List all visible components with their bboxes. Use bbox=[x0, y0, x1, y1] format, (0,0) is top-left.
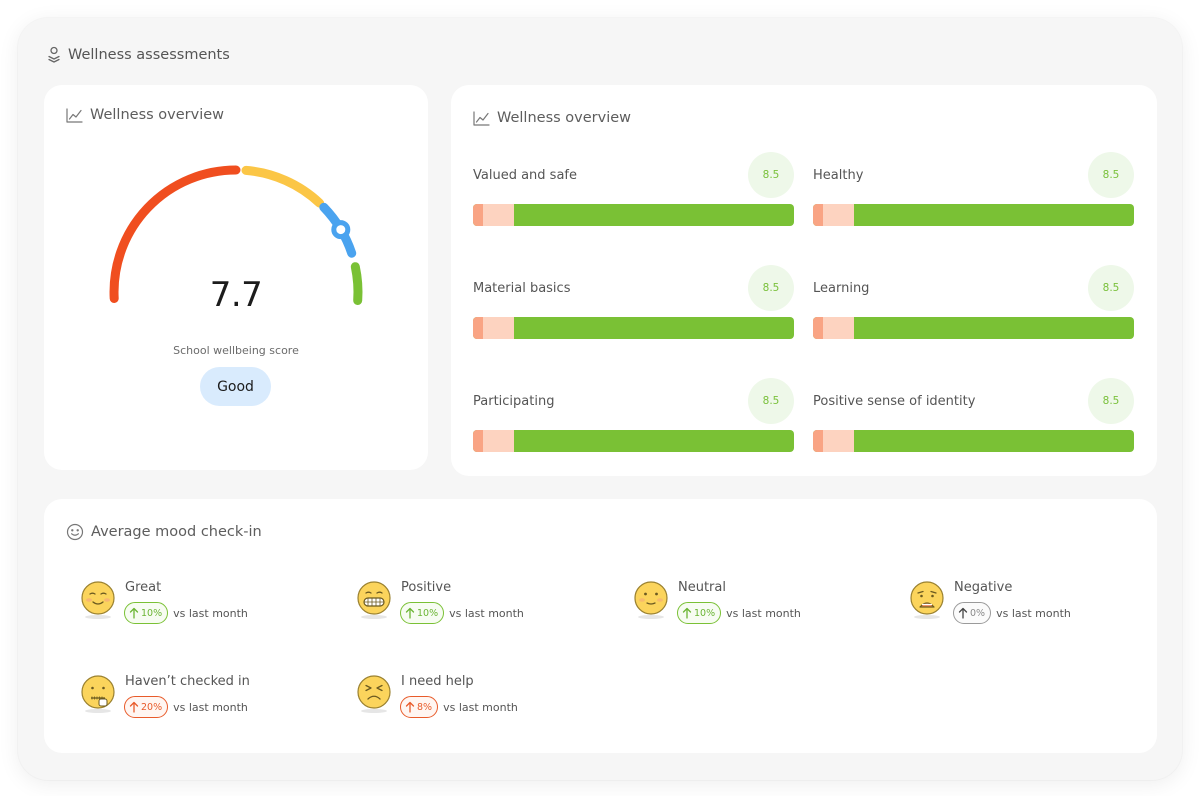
arrow-up-icon bbox=[958, 607, 968, 619]
mood-great: Great 10% vs last month bbox=[80, 580, 320, 630]
compare-text: vs last month bbox=[996, 606, 1071, 620]
metric-score-badge: 8.5 bbox=[1088, 378, 1134, 424]
smiling-face-icon bbox=[81, 581, 115, 619]
mood-name: Haven’t checked in bbox=[125, 674, 250, 689]
metric-label: Material basics bbox=[473, 281, 571, 296]
section-header: Wellness assessments bbox=[46, 46, 230, 64]
metric-score-badge: 8.5 bbox=[1088, 265, 1134, 311]
dashboard-frame: Wellness assessments Wellness overview 7… bbox=[18, 18, 1182, 780]
metric-progress-bar bbox=[473, 430, 794, 452]
compare-text: vs last month bbox=[726, 606, 801, 620]
arrow-up-icon bbox=[405, 701, 415, 713]
change-value: 10% bbox=[141, 607, 163, 619]
mood-change: 10% vs last month bbox=[124, 602, 248, 624]
mood-havent-checked-in: Haven’t checked in 20% vs last month bbox=[80, 674, 320, 724]
mood-name: I need help bbox=[401, 674, 474, 689]
metric-healthy: Healthy 8.5 bbox=[813, 152, 1134, 230]
card-title: Wellness overview bbox=[90, 107, 225, 123]
metric-score-badge: 8.5 bbox=[748, 378, 794, 424]
metric-score-badge: 8.5 bbox=[1088, 152, 1134, 198]
wellness-gauge-card: Wellness overview 7.7 School wellbeing s… bbox=[44, 85, 428, 470]
change-chip: 10% bbox=[677, 602, 722, 624]
mood-name: Negative bbox=[954, 580, 1013, 595]
metric-participating: Participating 8.5 bbox=[473, 378, 794, 456]
mood-change: 10% vs last month bbox=[677, 602, 801, 624]
metric-label: Positive sense of identity bbox=[813, 394, 976, 409]
metric-score-badge: 8.5 bbox=[748, 265, 794, 311]
card-title: Average mood check-in bbox=[91, 524, 262, 540]
gauge-arc-segment-red bbox=[109, 165, 241, 303]
wellness-gauge bbox=[109, 165, 363, 305]
sad-face-icon bbox=[910, 581, 944, 619]
compare-text: vs last month bbox=[443, 700, 518, 714]
arrow-up-icon bbox=[129, 701, 139, 713]
metric-label: Participating bbox=[473, 394, 555, 409]
arrow-up-icon bbox=[129, 607, 139, 619]
line-chart-icon bbox=[66, 107, 83, 123]
card-title: Wellness overview bbox=[497, 110, 632, 126]
wellness-icon bbox=[46, 46, 62, 64]
mood-checkin-card: Average mood check-in Great 10% vs last … bbox=[44, 499, 1157, 753]
mood-change: 0% vs last month bbox=[953, 602, 1071, 624]
gauge-marker bbox=[331, 220, 351, 240]
section-title: Wellness assessments bbox=[68, 47, 230, 63]
neutral-face-icon bbox=[634, 581, 668, 619]
mood-change: 10% vs last month bbox=[400, 602, 524, 624]
change-chip: 10% bbox=[400, 602, 445, 624]
change-chip: 10% bbox=[124, 602, 169, 624]
rating-badge: Good bbox=[200, 367, 271, 406]
gauge-arc-segment-green bbox=[350, 262, 363, 305]
gauge-arc-segment-yellow bbox=[241, 165, 325, 208]
mood-neutral: Neutral 10% vs last month bbox=[633, 580, 873, 630]
change-value: 8% bbox=[417, 701, 433, 713]
mood-change: 20% vs last month bbox=[124, 696, 248, 718]
metric-progress-bar bbox=[473, 204, 794, 226]
metric-progress-bar bbox=[473, 317, 794, 339]
metric-material-basics: Material basics 8.5 bbox=[473, 265, 794, 343]
change-value: 0% bbox=[970, 607, 986, 619]
mood-negative: Negative 0% vs last month bbox=[909, 580, 1149, 630]
metric-label: Healthy bbox=[813, 168, 864, 183]
change-chip: 0% bbox=[953, 602, 992, 624]
change-chip: 8% bbox=[400, 696, 439, 718]
arrow-up-icon bbox=[405, 607, 415, 619]
distressed-face-icon bbox=[357, 675, 391, 713]
compare-text: vs last month bbox=[173, 606, 248, 620]
wellness-domains-card: Wellness overview Valued and safe 8.5 He… bbox=[451, 85, 1157, 476]
mood-i-need-help: I need help 8% vs last month bbox=[356, 674, 596, 724]
change-value: 10% bbox=[694, 607, 716, 619]
arrow-up-icon bbox=[682, 607, 692, 619]
compare-text: vs last month bbox=[173, 700, 248, 714]
change-chip: 20% bbox=[124, 696, 169, 718]
grinning-face-icon bbox=[357, 581, 391, 619]
metric-label: Learning bbox=[813, 281, 870, 296]
metric-progress-bar bbox=[813, 430, 1134, 452]
metric-label: Valued and safe bbox=[473, 168, 577, 183]
change-value: 20% bbox=[141, 701, 163, 713]
zipper-mouth-face-icon bbox=[81, 675, 115, 713]
mood-name: Neutral bbox=[678, 580, 726, 595]
change-value: 10% bbox=[417, 607, 439, 619]
wellbeing-score: 7.7 bbox=[209, 275, 263, 315]
metric-score-badge: 8.5 bbox=[748, 152, 794, 198]
smiley-icon bbox=[66, 523, 84, 541]
wellbeing-score-label: School wellbeing score bbox=[173, 344, 299, 357]
mood-change: 8% vs last month bbox=[400, 696, 518, 718]
card-header: Average mood check-in bbox=[66, 523, 262, 541]
compare-text: vs last month bbox=[449, 606, 524, 620]
metric-learning: Learning 8.5 bbox=[813, 265, 1134, 343]
mood-name: Great bbox=[125, 580, 162, 595]
mood-positive: Positive 10% vs last month bbox=[356, 580, 596, 630]
metric-positive-sense-of-identity: Positive sense of identity 8.5 bbox=[813, 378, 1134, 456]
line-chart-icon bbox=[473, 110, 490, 126]
metric-progress-bar bbox=[813, 204, 1134, 226]
card-header: Wellness overview bbox=[66, 107, 224, 123]
mood-name: Positive bbox=[401, 580, 452, 595]
metric-progress-bar bbox=[813, 317, 1134, 339]
metric-valued-and-safe: Valued and safe 8.5 bbox=[473, 152, 794, 230]
card-header: Wellness overview bbox=[473, 110, 631, 126]
